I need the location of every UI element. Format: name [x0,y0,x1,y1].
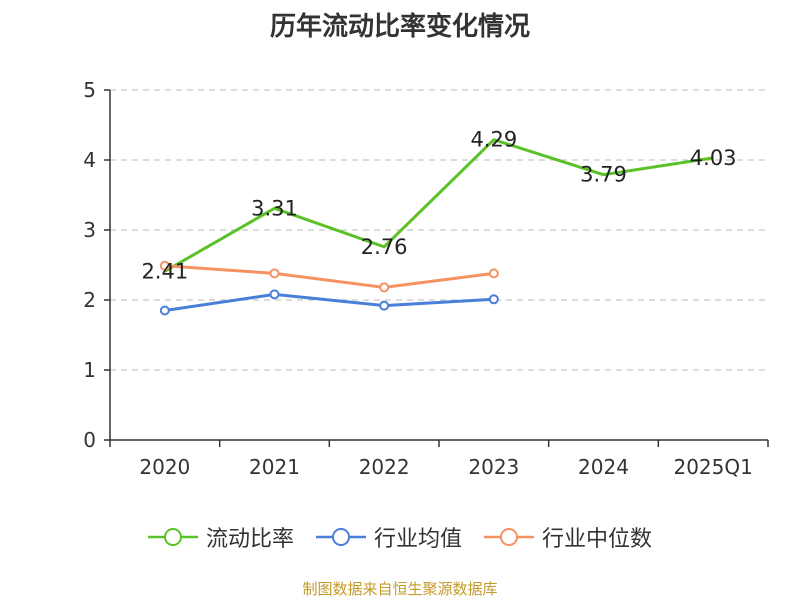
legend: 流动比率 行业均值 行业中位数 [0,520,800,554]
y-tick-label: 0 [83,428,96,452]
data-label: 4.29 [470,128,517,152]
legend-industry-mean-label: 行业均值 [373,527,462,552]
x-tick-label: 2023 [468,455,519,479]
legend-industry-median-icon [484,528,534,546]
y-tick-label: 1 [83,358,96,382]
data-point[interactable] [488,268,499,279]
series-line-2 [164,264,495,289]
data-point[interactable] [379,300,390,311]
x-tick-label: 2024 [578,455,629,479]
legend-current-ratio-icon [147,528,198,546]
data-point[interactable] [269,268,280,279]
chart-title: 历年流动比率变化情况 [269,12,530,42]
data-label: 2.76 [361,235,408,259]
y-tick-label: 5 [83,78,96,102]
x-tick-label: 2025Q1 [673,455,752,479]
legend-item-industry-mean[interactable]: 行业均值 [315,521,462,553]
source-note: 制图数据来自恒生聚源数据库 [302,580,498,598]
data-label: 3.79 [580,163,627,187]
data-point[interactable] [159,260,170,271]
series-line-0 [164,138,714,273]
series-line-1 [164,292,494,312]
legend-current-ratio-label: 流动比率 [205,527,294,552]
legend-industry-mean-icon [315,528,366,546]
legend-item-current-ratio[interactable]: 流动比率 [147,521,294,553]
y-tick-label: 2 [83,288,96,312]
x-tick-label: 2022 [359,455,410,479]
data-point[interactable] [269,289,280,300]
data-label: 3.31 [251,196,298,220]
data-point[interactable] [159,305,170,316]
data-point[interactable] [379,282,390,293]
x-tick-label: 2020 [139,455,190,479]
data-point[interactable] [488,294,499,305]
y-tick-label: 3 [83,218,96,242]
legend-item-industry-median[interactable]: 行业中位数 [484,521,652,553]
legend-industry-median-label: 行业中位数 [542,527,653,552]
x-tick-label: 2021 [249,455,300,479]
y-tick-label: 4 [83,148,96,172]
data-label: 2.41 [141,259,188,283]
data-label: 4.03 [690,146,737,170]
